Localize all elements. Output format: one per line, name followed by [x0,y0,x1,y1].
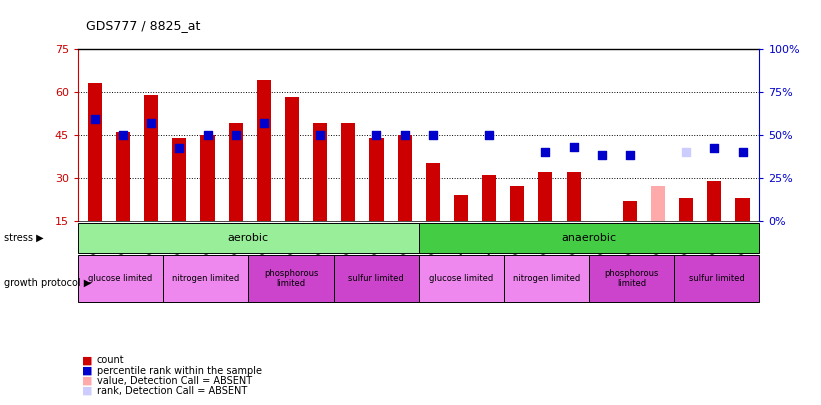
Bar [397,134,411,221]
Point [426,131,439,138]
Point [708,145,721,152]
Bar [172,138,186,221]
Text: aerobic: aerobic [227,233,269,243]
Bar [454,195,468,221]
Bar [708,181,722,221]
Text: GDS777 / 8825_at: GDS777 / 8825_at [86,19,200,32]
Bar [78,255,163,302]
Point [623,152,636,159]
Bar [426,163,440,221]
Bar [369,138,383,221]
Text: glucose limited: glucose limited [89,274,153,283]
Point [680,149,693,155]
Bar [482,175,496,221]
Point [398,131,411,138]
Text: sulfur limited: sulfur limited [348,274,404,283]
Text: ■: ■ [82,386,93,396]
Bar [504,255,589,302]
Bar [78,223,419,253]
Bar [200,134,214,221]
Point [595,152,608,159]
Bar [342,123,355,221]
Point [314,131,327,138]
Point [257,119,270,126]
Text: percentile rank within the sample: percentile rank within the sample [97,366,262,375]
Bar [257,80,271,221]
Bar [228,123,243,221]
Bar [419,223,759,253]
Bar [589,255,674,302]
Bar [285,97,299,221]
Point [483,131,496,138]
Bar [144,94,158,221]
Bar [510,186,525,221]
Point [370,131,383,138]
Text: ■: ■ [82,376,93,386]
Text: growth protocol ▶: growth protocol ▶ [4,279,91,288]
Text: nitrogen limited: nitrogen limited [172,274,240,283]
Bar [736,198,750,221]
Bar [539,172,553,221]
Point [89,116,102,122]
Text: count: count [97,356,125,365]
Point [229,131,242,138]
Text: sulfur limited: sulfur limited [689,274,745,283]
Text: phosphorous
limited: phosphorous limited [264,269,318,288]
Text: value, Detection Call = ABSENT: value, Detection Call = ABSENT [97,376,252,386]
Text: ■: ■ [82,356,93,365]
Point [736,149,749,155]
Point [117,131,130,138]
Text: phosphorous
limited: phosphorous limited [604,269,658,288]
Text: stress ▶: stress ▶ [4,233,44,243]
Point [567,143,580,150]
Bar [651,186,665,221]
Bar [623,200,637,221]
Text: ■: ■ [82,366,93,375]
Bar [333,255,419,302]
Text: anaerobic: anaerobic [562,233,617,243]
Bar [313,123,328,221]
Text: nitrogen limited: nitrogen limited [513,274,580,283]
Bar [679,198,693,221]
Bar [566,172,580,221]
Bar [419,255,504,302]
Bar [116,132,130,221]
Point [201,131,214,138]
Bar [248,255,333,302]
Point [172,145,186,152]
Text: glucose limited: glucose limited [429,274,493,283]
Point [539,149,552,155]
Text: rank, Detection Call = ABSENT: rank, Detection Call = ABSENT [97,386,247,396]
Bar [88,83,102,221]
Bar [674,255,759,302]
Bar [163,255,249,302]
Point [144,119,158,126]
